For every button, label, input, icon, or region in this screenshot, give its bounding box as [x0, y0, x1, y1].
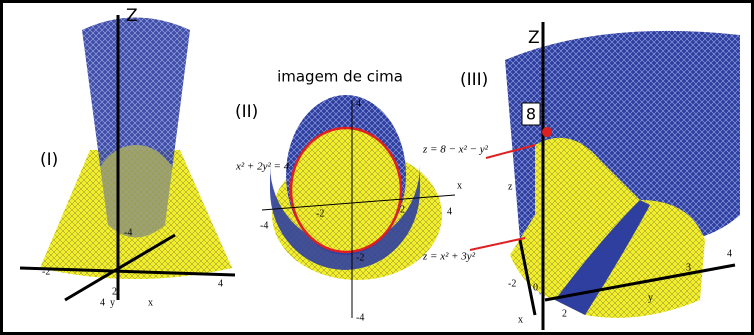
figure: Z (I) -2 -4 2 4 4 y x imagem de cima (II… — [0, 0, 754, 335]
panel-label: (III) — [460, 70, 488, 90]
equation: z = x² + 3y² — [422, 251, 476, 263]
tick: 2 — [562, 308, 567, 319]
tick: -2 — [316, 208, 324, 219]
axis-label: x — [518, 314, 523, 325]
axis-label: z — [508, 181, 513, 192]
apex-point — [542, 127, 552, 137]
intersection-curve — [291, 128, 401, 252]
panel-title: imagem de cima — [277, 68, 403, 86]
axis-label: Z — [528, 28, 540, 48]
tick: -2 — [508, 278, 516, 289]
tick: -4 — [124, 227, 132, 238]
axis-label: y — [648, 292, 653, 303]
tick: 2 — [400, 204, 405, 215]
tick: 4 — [447, 206, 452, 217]
tick: -4 — [260, 220, 268, 231]
tick: 0 — [533, 282, 538, 293]
tick: 3 — [686, 262, 691, 273]
tick: -4 — [356, 312, 364, 323]
tick: 4 — [356, 98, 361, 109]
axis-label: x — [148, 297, 153, 308]
tick: -2 — [356, 252, 364, 263]
equation: x² + 2y² = 4 — [235, 161, 290, 173]
axis-label: x — [457, 180, 462, 191]
tick: -2 — [42, 266, 50, 277]
equation: z = 8 − x² − y² — [422, 144, 489, 156]
tick: 4 — [218, 278, 223, 289]
height-marker: 8 — [526, 105, 536, 124]
panel-label: (I) — [40, 150, 58, 170]
axis-label: Z — [126, 6, 138, 26]
tick: 4 — [100, 297, 105, 308]
panel-label: (II) — [235, 102, 258, 122]
tick: 4 — [727, 248, 732, 259]
axis-label: y — [110, 297, 115, 308]
tick: 2 — [112, 286, 117, 297]
